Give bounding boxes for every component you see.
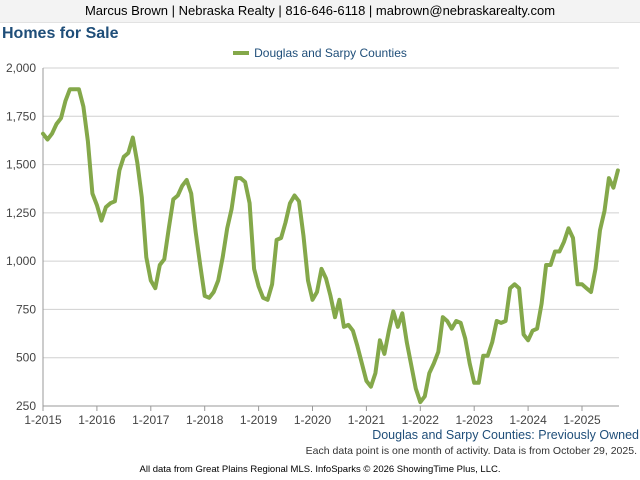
y-tick-label: 1,750	[6, 109, 36, 123]
series-line	[41, 87, 620, 405]
grid-layer	[43, 67, 619, 359]
chart-legend: Douglas and Sarpy Counties	[0, 46, 640, 60]
x-tick-label: 1-2018	[186, 413, 224, 427]
x-tick-label: 1-2015	[24, 413, 62, 427]
x-tick-label: 1-2019	[240, 413, 278, 427]
page-title: Homes for Sale	[2, 25, 119, 42]
footer-note: Each data point is one month of activity…	[305, 445, 637, 457]
footer-series-label: Douglas and Sarpy Counties: Previously O…	[372, 428, 639, 442]
axis-layer: 250 500 750 1,000 1,250 1,500 1,750 2,000 1-2015…	[6, 61, 619, 427]
x-tick-label: 1-2025	[563, 413, 601, 427]
contact-header: Marcus Brown | Nebraska Realty | 816-646…	[0, 0, 640, 23]
x-tick-label: 1-2017	[132, 413, 170, 427]
legend-series-label: Douglas and Sarpy Counties	[254, 46, 407, 60]
series-layer	[41, 87, 620, 405]
x-tick-label: 1-2020	[294, 413, 332, 427]
footer-source: All data from Great Plains Regional MLS.…	[139, 464, 501, 475]
x-tick-label: 1-2023	[456, 413, 494, 427]
legend-swatch	[233, 50, 250, 55]
y-tick-label: 500	[16, 351, 36, 365]
y-tick-label: 750	[16, 302, 36, 316]
y-tick-label: 1,000	[6, 254, 36, 268]
y-tick-label: 250	[16, 399, 36, 413]
y-tick-label: 1,250	[6, 206, 36, 220]
y-tick-label: 1,500	[6, 158, 36, 172]
x-tick-label: 1-2022	[402, 413, 440, 427]
x-tick-label: 1-2024	[509, 413, 547, 427]
x-tick-label: 1-2021	[348, 413, 386, 427]
x-tick-label: 1-2016	[78, 413, 116, 427]
y-tick-label: 2,000	[6, 61, 36, 75]
